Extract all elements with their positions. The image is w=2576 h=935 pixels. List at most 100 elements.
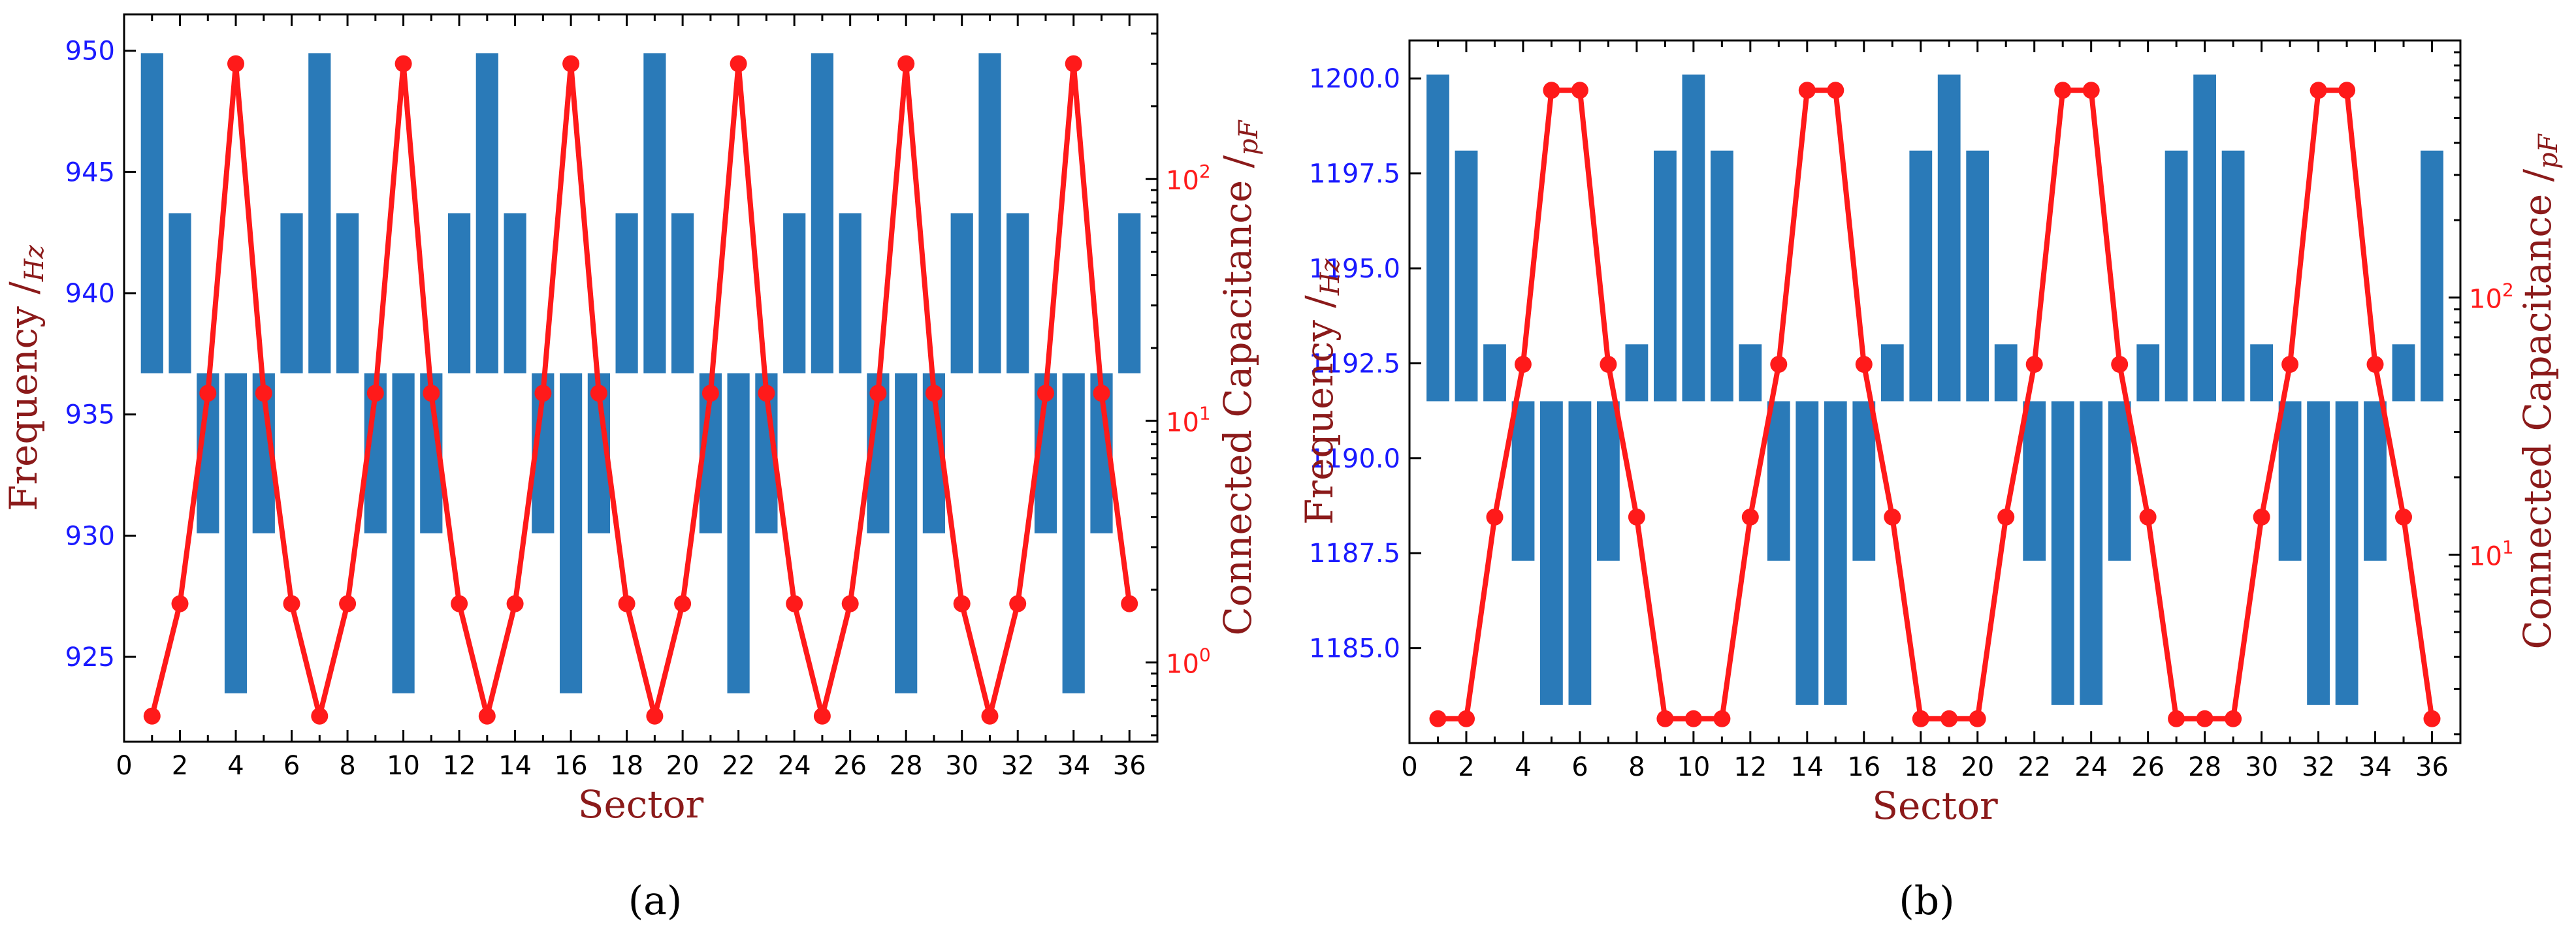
capacitance-point-31 (981, 707, 999, 725)
capacitance-point-5 (255, 385, 272, 402)
x-tick-label: 36 (2415, 752, 2449, 782)
bar-sector-33 (2335, 401, 2359, 705)
capacitance-point-4 (1514, 356, 1532, 373)
x-tick-label: 8 (339, 751, 355, 781)
y-right-axis-label: Connected Capacitance /pF (2515, 133, 2564, 649)
bar-sector-20 (671, 213, 694, 373)
capacitance-point-26 (2139, 508, 2157, 526)
capacitance-point-33 (2338, 82, 2356, 99)
bar-sector-34 (1062, 373, 1085, 693)
capacitance-point-14 (1798, 82, 1816, 99)
bar-sector-22 (727, 373, 750, 693)
bar-sector-23 (2051, 401, 2074, 705)
bar-sector-18 (1909, 150, 1933, 402)
capacitance-point-11 (1713, 710, 1731, 727)
bar-sector-17 (1880, 344, 1904, 402)
capacitance-point-27 (2168, 710, 2185, 727)
x-tick-label: 18 (610, 751, 643, 781)
bar-sector-6 (1568, 401, 1592, 705)
bar-sector-7 (1597, 401, 1620, 561)
bar-sector-24 (2080, 401, 2103, 705)
capacitance-point-1 (1429, 710, 1447, 727)
bar-sector-19 (1937, 74, 1961, 402)
bar-sector-16 (1852, 401, 1876, 561)
bar-sector-35 (2392, 344, 2415, 402)
x-tick-label: 28 (890, 751, 923, 781)
capacitance-point-15 (534, 385, 552, 402)
capacitance-point-19 (1940, 710, 1958, 727)
x-tick-label: 6 (283, 751, 300, 781)
bar-sector-1 (1426, 74, 1449, 402)
capacitance-point-35 (1093, 385, 1110, 402)
capacitance-point-31 (2281, 356, 2299, 373)
x-tick-label: 36 (1113, 751, 1146, 781)
x-tick-label: 20 (666, 751, 700, 781)
bar-sector-10 (392, 373, 415, 693)
x-tick-label: 34 (2359, 752, 2392, 782)
bar-sector-18 (615, 213, 638, 373)
plot-frame (1408, 39, 2462, 744)
x-tick-label: 24 (778, 751, 811, 781)
x-tick-label: 0 (1401, 752, 1417, 782)
y-right-tick-label: 102 (1166, 161, 1211, 196)
y-left-tick-label: 930 (65, 521, 115, 551)
capacitance-point-23 (758, 385, 775, 402)
bar-sector-32 (1006, 213, 1029, 373)
capacitance-point-2 (1458, 710, 1475, 727)
capacitance-point-11 (423, 385, 440, 402)
capacitance-point-2 (171, 595, 189, 612)
capacitance-point-19 (646, 707, 664, 725)
capacitance-point-16 (1855, 356, 1873, 373)
x-tick-label: 6 (1571, 752, 1588, 782)
x-tick-label: 2 (1458, 752, 1474, 782)
bar-sector-14 (1795, 401, 1819, 705)
x-tick-label: 18 (1904, 752, 1937, 782)
bar-sector-36 (2421, 150, 2443, 402)
bar-sector-12 (1739, 344, 1762, 402)
x-tick-label: 32 (1001, 751, 1035, 781)
bar-sector-12 (448, 213, 471, 373)
x-tick-label: 2 (172, 751, 188, 781)
y-left-tick-label: 1200.0 (1309, 64, 1400, 94)
x-tick-label: 22 (2018, 752, 2051, 782)
capacitance-point-24 (2082, 82, 2100, 99)
bar-sector-1 (140, 53, 163, 373)
bar-sector-9 (1654, 150, 1677, 402)
bar-sector-11 (1711, 150, 1733, 402)
y-left-tick-label: 1190.0 (1309, 444, 1400, 474)
capacitance-point-24 (786, 595, 803, 612)
y-left-tick-label: 950 (65, 37, 115, 67)
bar-sector-4 (224, 373, 248, 693)
x-tick-label: 24 (2074, 752, 2108, 782)
capacitance-point-29 (2225, 710, 2242, 727)
bar-sector-4 (1511, 401, 1535, 561)
capacitance-point-22 (730, 55, 747, 72)
bar-sector-5 (1540, 401, 1563, 705)
capacitance-point-22 (2025, 356, 2043, 373)
chart-panel-b: 0 2 4 6 8 10 12 14 16 18 20 22 24 26 28 30 32 34 361185.01… (1297, 39, 2564, 828)
capacitance-point-10 (394, 55, 412, 72)
x-tick-label: 16 (555, 751, 588, 781)
bar-sector-20 (1966, 150, 1989, 402)
capacitance-point-23 (2054, 82, 2072, 99)
y-left-tick-label: 1185.0 (1309, 634, 1400, 664)
y-left-tick-label: 1197.5 (1309, 159, 1400, 189)
x-tick-label: 22 (722, 751, 755, 781)
x-tick-label: 28 (2188, 752, 2221, 782)
y-left-tick-label: 940 (65, 279, 115, 309)
bar-sector-32 (2307, 401, 2330, 705)
bar-sector-7 (308, 53, 331, 373)
capacitance-point-21 (701, 385, 719, 402)
x-tick-label: 12 (1733, 752, 1767, 782)
x-tick-label: 34 (1057, 751, 1090, 781)
capacitance-point-26 (841, 595, 859, 612)
capacitance-point-20 (674, 595, 692, 612)
capacitance-point-3 (1486, 508, 1504, 526)
y-right-tick-label: 100 (1166, 644, 1211, 680)
capacitance-point-6 (1571, 82, 1588, 99)
capacitance-point-13 (478, 707, 496, 725)
x-tick-label: 0 (116, 751, 132, 781)
bar-sector-13 (475, 53, 498, 373)
x-axis-label: Sector (578, 782, 704, 827)
bar-sector-28 (895, 373, 918, 693)
